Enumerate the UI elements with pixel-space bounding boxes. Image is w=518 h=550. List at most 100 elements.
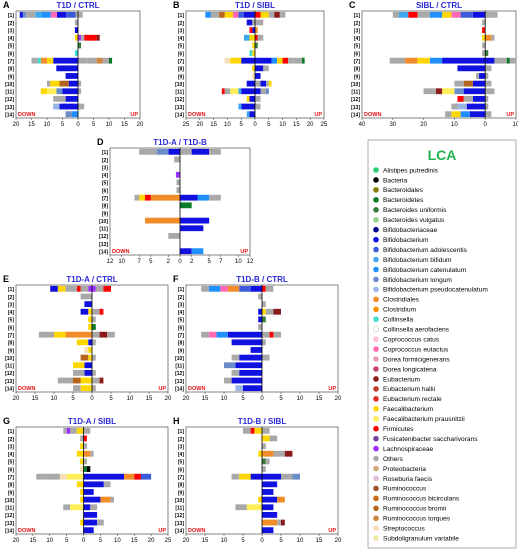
bar-segment-up [279, 11, 286, 18]
bar-segment-up [485, 88, 495, 95]
bar-segment-down [65, 73, 78, 79]
bar-segment-down [73, 362, 85, 369]
x-tick-label: 15 [121, 122, 128, 128]
bar-segment-down [423, 88, 436, 95]
legend-swatch [373, 216, 379, 223]
bar-segment-down [37, 57, 41, 64]
legend-item-label: Subdoligranulum variabile [383, 535, 459, 542]
row-label: [14] [351, 112, 360, 118]
bar-segment-down [454, 88, 464, 95]
legend-swatch [373, 485, 379, 492]
x-tick-label: 20 [165, 396, 172, 402]
legend-swatch [372, 326, 380, 333]
bar-segment-down [88, 354, 92, 361]
bar-segment-up [277, 519, 281, 526]
bar-segment-down [68, 80, 78, 87]
row-label: [10] [351, 82, 360, 88]
x-tick-label: 5 [65, 538, 69, 544]
row-label: [12] [5, 513, 14, 519]
x-tick-label: 15 [293, 122, 300, 128]
down-label: DOWN [364, 112, 381, 118]
bar-segment-up [255, 103, 261, 110]
row-label: [2] [8, 21, 14, 27]
legend-title: LCA [428, 147, 457, 163]
bar-segment-down [451, 103, 458, 110]
bar-segment-down [59, 80, 69, 87]
row-label: [5] [8, 44, 14, 50]
bar-segment-down [250, 427, 255, 434]
bar-segment-up [209, 148, 221, 155]
bar-segment-down [80, 377, 92, 384]
legend-item-label: Collinsella [383, 317, 413, 324]
bar-segment-down [246, 19, 253, 26]
bar-segment-down [392, 11, 399, 18]
bar-segment-down [227, 285, 240, 292]
row-label: [4] [178, 36, 184, 42]
legend-item-label: Bacteroidetes [383, 197, 424, 204]
bar-segment-down [56, 88, 63, 95]
bar-segment-down [46, 473, 60, 480]
bar-segment-down [25, 11, 36, 18]
row-label: [5] [354, 44, 360, 50]
x-tick-label: 20 [335, 538, 342, 544]
bar-segment-down [80, 285, 89, 292]
bar-segment-up [277, 496, 285, 503]
up-label: UP [506, 112, 514, 118]
bar-segment-down [249, 27, 253, 34]
bar-segment-up [262, 301, 266, 308]
x-tick-label: 30 [389, 122, 396, 128]
bar-segment-up [134, 473, 141, 480]
bar-segment-down [176, 187, 180, 193]
bar-segment-up [107, 331, 115, 338]
bar-segment-up [262, 285, 266, 292]
bar-segment-down [239, 285, 251, 292]
panel-title: SIBL / CTRL [416, 1, 462, 10]
bar-segment-up [262, 443, 266, 450]
bar-segment-down [231, 473, 240, 480]
row-label: [7] [102, 196, 108, 202]
bar-segment-up [140, 473, 152, 480]
bar-segment-up [255, 11, 261, 18]
bar-segment-down [80, 435, 84, 442]
bar-segment-down [65, 285, 77, 292]
bar-segment-down [417, 57, 430, 64]
bar-segment-down [220, 285, 228, 292]
bar-segment-up [260, 88, 267, 95]
bar-segment-up [255, 42, 258, 49]
x-tick-label: 20 [420, 122, 427, 128]
row-label: [6] [102, 188, 108, 194]
row-label: [9] [354, 74, 360, 80]
legend-item-label: Lachnospiraceae [383, 446, 434, 453]
row-label: [12] [351, 97, 360, 103]
x-tick-label: 25 [183, 122, 190, 128]
x-tick-label: 5 [61, 122, 65, 128]
bar-segment-down [54, 331, 66, 338]
bar-segment-down [258, 293, 262, 300]
bar-segment-up [262, 316, 266, 323]
row-label: [13] [175, 105, 184, 111]
row-label: [4] [178, 310, 184, 316]
bar-segment-up [262, 435, 270, 442]
panel-title: T1D / SIBL [235, 1, 275, 10]
bar-segment-down [241, 57, 255, 64]
bar-segment-up [92, 331, 100, 338]
bar-segment-up [83, 489, 94, 495]
bar-segment-up [180, 194, 198, 201]
bar-segment-up [255, 88, 261, 95]
bar-segment-up [255, 95, 261, 102]
legend-swatch [373, 256, 379, 263]
x-tick-label: 7 [137, 259, 141, 265]
bar-segment-down [445, 111, 452, 118]
bar-segment-up [257, 34, 264, 41]
bar-segment-down [252, 73, 255, 79]
bar-segment-up [255, 57, 272, 64]
bar-segment-down [50, 285, 58, 292]
bar-segment-up [83, 458, 87, 465]
x-tick-label: 0 [90, 396, 94, 402]
bar-segment-down [232, 11, 239, 18]
row-label: [7] [8, 333, 14, 339]
x-tick-label: 20 [13, 122, 20, 128]
bar-segment-up [485, 11, 498, 18]
row-label: [12] [175, 97, 184, 103]
bar-segment-down [252, 27, 255, 34]
